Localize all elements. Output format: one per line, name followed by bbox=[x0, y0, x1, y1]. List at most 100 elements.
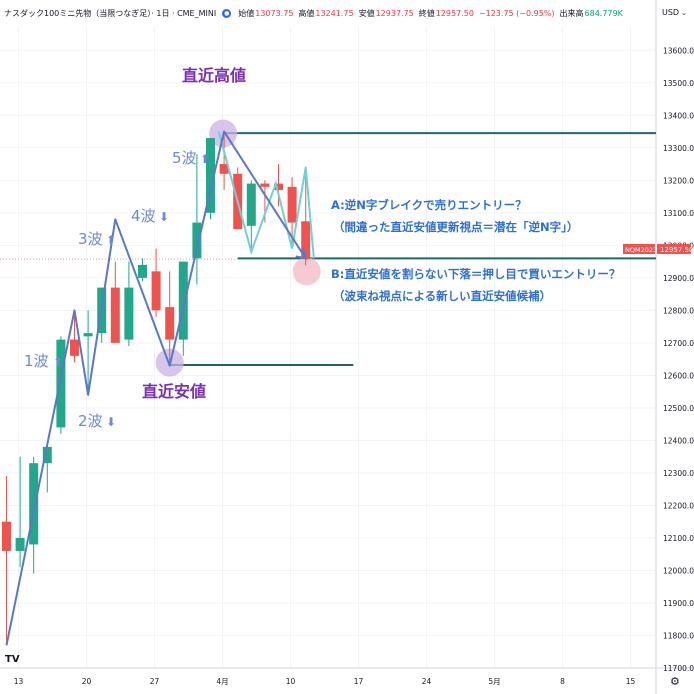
close-value: 12957.50 bbox=[435, 8, 474, 18]
wave-1-label: 1波 bbox=[24, 352, 49, 370]
wave-polyline bbox=[5, 130, 307, 646]
candle-body bbox=[246, 183, 256, 226]
time-tick-label: 4月 bbox=[216, 677, 228, 686]
candle-body bbox=[206, 138, 215, 213]
scenario-b-line2: （波束ね視点による新しい直近安値候補） bbox=[333, 289, 551, 303]
scenario-polyline bbox=[217, 131, 315, 259]
candle-body bbox=[56, 339, 66, 428]
wave-lines bbox=[5, 130, 315, 646]
candle-body bbox=[274, 183, 283, 191]
candle-body bbox=[138, 264, 147, 278]
price-tick-label: 12100.00 bbox=[663, 534, 694, 543]
current-price-tag-bg bbox=[623, 244, 655, 254]
price-tick-label: 13300.00 bbox=[663, 144, 694, 153]
wave-5-label: 5波 bbox=[172, 149, 197, 167]
price-tick-label: 12200.00 bbox=[663, 501, 694, 510]
price-tick-label: 12700.00 bbox=[663, 339, 694, 348]
price-tick-label: 13600.00 bbox=[663, 46, 694, 55]
current-price-tag-value-bg bbox=[657, 244, 691, 254]
time-tick-label: 8 bbox=[560, 677, 565, 686]
chart-header: ナスダック100ミニ先物（当限つなぎ足）· 1日 · CME_MINI ● 始値… bbox=[0, 0, 655, 26]
time-tick-label: 20 bbox=[82, 677, 92, 686]
candle-body bbox=[110, 287, 120, 343]
time-tick-label: 5月 bbox=[488, 677, 500, 686]
price-axis[interactable]: 13600.00 13500.00 13400.00 13300.00 13200.00… bbox=[663, 46, 694, 673]
candle-body bbox=[29, 463, 39, 545]
volume-label: 出来高 bbox=[559, 8, 584, 18]
current-price-tag-value: 12957.50 bbox=[660, 246, 693, 254]
low-label: 安値 bbox=[358, 8, 375, 18]
candle-body bbox=[2, 521, 11, 551]
price-tick-label: 12800.00 bbox=[663, 306, 694, 315]
wave-4-arrow-icon: ⬇ bbox=[159, 210, 169, 224]
candle-body bbox=[301, 221, 311, 259]
wave-2-arrow-icon: ⬇ bbox=[106, 415, 116, 429]
scenario-a-line1: A:逆N字ブレイクで売りエントリー？ bbox=[331, 198, 527, 212]
candle-body bbox=[165, 307, 175, 340]
candle-body bbox=[42, 446, 52, 464]
price-tick-label: 11700.00 bbox=[663, 664, 694, 673]
wave-arrowhead-icon bbox=[295, 248, 308, 260]
low-value: 12937.75 bbox=[375, 8, 414, 18]
time-axis[interactable]: 13 20 27 4月 10 17 24 5月 8 15 bbox=[14, 677, 636, 686]
high-label: 高値 bbox=[298, 8, 315, 18]
price-tick-label: 13500.00 bbox=[663, 79, 694, 88]
close-label: 終値 bbox=[418, 8, 435, 18]
wave-3-arrow-icon: ⬆ bbox=[106, 233, 116, 247]
new-low-candidate-circle bbox=[292, 257, 321, 286]
candle-body bbox=[83, 333, 93, 337]
high-value: 13241.75 bbox=[315, 8, 354, 18]
candle-body bbox=[70, 339, 79, 356]
candle-body bbox=[287, 186, 297, 223]
price-tick-label: 12300.00 bbox=[663, 469, 694, 478]
candle-body bbox=[192, 222, 202, 259]
recent-high-label: 直近高値 bbox=[182, 66, 246, 85]
price-tick-label: 13100.00 bbox=[663, 209, 694, 218]
change-value: −123.75 (−0.95%) bbox=[478, 8, 555, 18]
price-tick-label: 12500.00 bbox=[663, 404, 694, 413]
volume-value: 684.779K bbox=[584, 8, 623, 18]
candle-body bbox=[178, 261, 188, 340]
current-price-tag-label: NQM2023 bbox=[625, 246, 657, 254]
candle-body bbox=[151, 271, 161, 311]
time-tick-label: 15 bbox=[626, 677, 636, 686]
annotation-labels: 直近高値 直近安値 1波 ⬆ 2波 ⬇ 3波 ⬆ 4波 ⬇ 5波 ⬆ A:逆N字… bbox=[24, 66, 620, 430]
chevron-down-icon[interactable]: ⌄ bbox=[681, 9, 687, 17]
price-tick-label: 13400.00 bbox=[663, 111, 694, 120]
time-tick-label: 10 bbox=[286, 677, 296, 686]
live-dot-icon: ● bbox=[222, 8, 232, 18]
candle-body bbox=[124, 287, 134, 340]
wave-2-label: 2波 bbox=[78, 412, 103, 430]
price-tick-label: 11900.00 bbox=[663, 599, 694, 608]
price-tick-label: 12600.00 bbox=[663, 371, 694, 380]
candle-body bbox=[15, 537, 25, 551]
chart-corner: USD ⌄ TV ⚙ bbox=[5, 8, 687, 688]
time-tick-label: 17 bbox=[354, 677, 364, 686]
price-tick-label: 12000.00 bbox=[663, 566, 694, 575]
wave-4-label: 4波 bbox=[131, 207, 156, 225]
price-tick-label: 11800.00 bbox=[663, 631, 694, 640]
open-label: 始値 bbox=[238, 8, 255, 18]
price-tick-label: 12400.00 bbox=[663, 436, 694, 445]
candle-body bbox=[219, 164, 229, 174]
gear-icon[interactable]: ⚙ bbox=[670, 675, 680, 688]
recent-low-label: 直近安値 bbox=[142, 382, 206, 401]
scenario-b-line1: B:直近安値を割らない下落＝押し目で買いエントリー？ bbox=[331, 267, 620, 281]
wave-1-arrow-icon: ⬆ bbox=[53, 355, 63, 369]
candle-body bbox=[260, 183, 270, 187]
price-tick-label: 13200.00 bbox=[663, 176, 694, 185]
price-tick-label: 12900.00 bbox=[663, 274, 694, 283]
current-price-tag: NQM2023 12957.50 bbox=[623, 244, 693, 254]
tradingview-logo: TV bbox=[5, 654, 20, 665]
time-tick-label: 24 bbox=[422, 677, 432, 686]
time-tick-label: 27 bbox=[150, 677, 160, 686]
currency-label[interactable]: USD bbox=[662, 8, 679, 17]
open-value: 13073.75 bbox=[255, 8, 294, 18]
wave-5-arrow-icon: ⬆ bbox=[200, 152, 210, 166]
symbol-title[interactable]: ナスダック100ミニ先物（当限つなぎ足）· 1日 · CME_MINI bbox=[4, 8, 217, 18]
time-tick-label: 13 bbox=[14, 677, 24, 686]
wave-3-label: 3波 bbox=[78, 230, 103, 248]
scenario-a-line2: （間違った直近安値更新視点＝潜在「逆N字」） bbox=[333, 220, 578, 234]
